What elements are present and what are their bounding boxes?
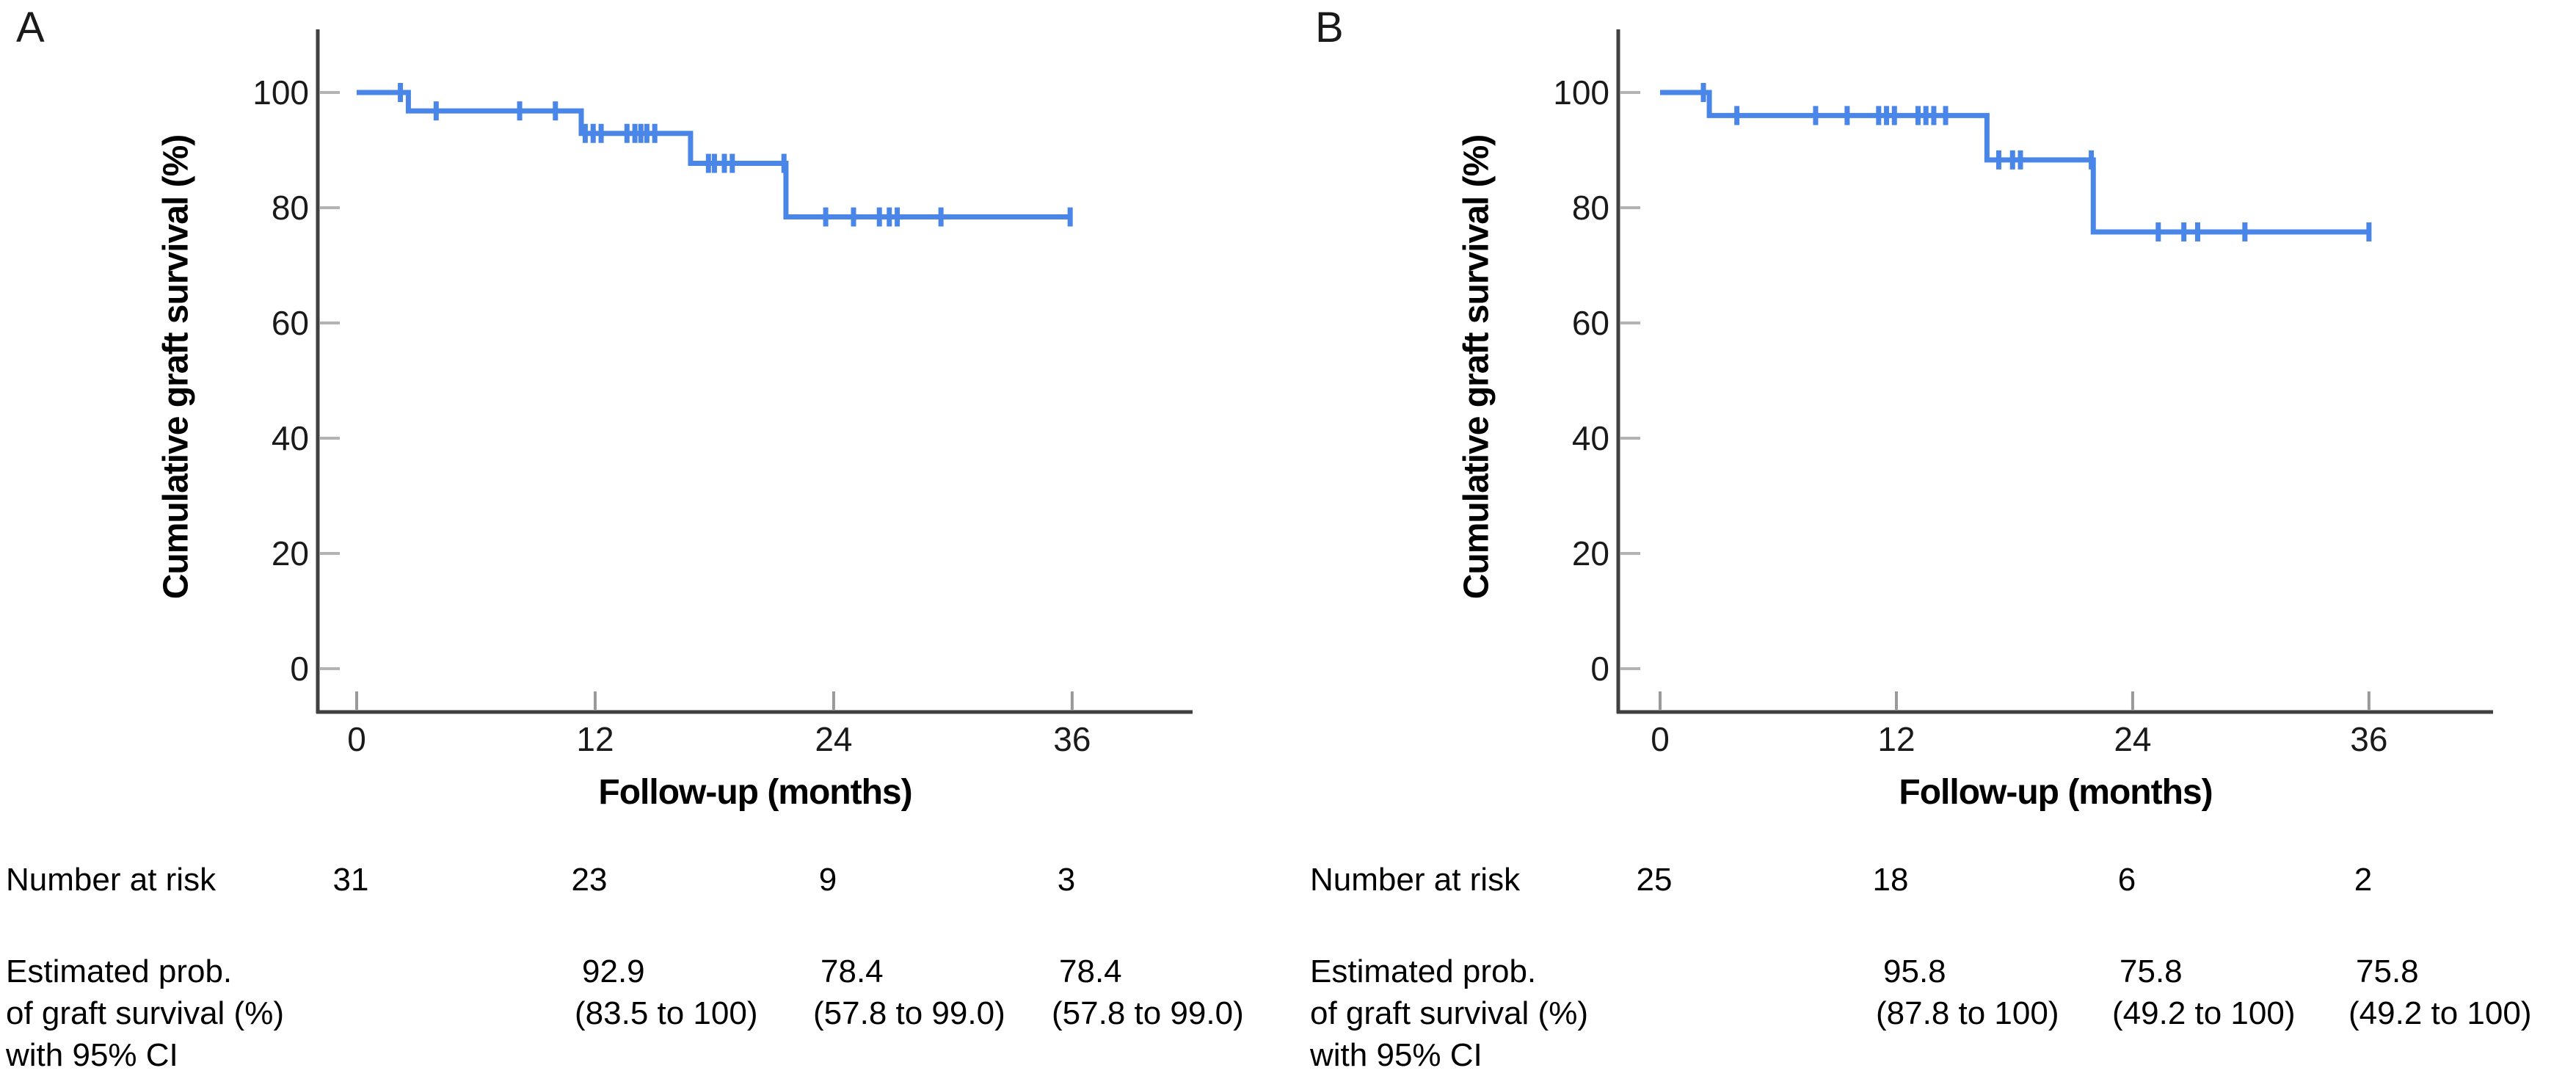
estimated-prob-column: 75.8 (49.2 to 100) [2112, 951, 2296, 1034]
number-at-risk-value: 2 [2354, 862, 2373, 898]
estimated-prob-label-line: of graft survival (%) [6, 995, 284, 1031]
y-tick-label: 20 [1572, 534, 1609, 573]
y-tick-label: 60 [272, 304, 309, 342]
y-tick-label: 60 [1572, 304, 1609, 342]
estimated-prob-value: 95.8 [1883, 953, 1946, 989]
number-at-risk-value: 9 [818, 862, 837, 898]
x-tick-label: 36 [1053, 720, 1091, 758]
x-tick-label: 24 [2114, 720, 2151, 758]
number-at-risk-value: 3 [1057, 862, 1076, 898]
x-tick-label: 36 [2350, 720, 2387, 758]
survival-curve [1660, 90, 2369, 235]
estimated-prob-value: 75.8 [2356, 953, 2419, 989]
number-at-risk-value: 23 [571, 862, 608, 898]
y-tick-label: 20 [272, 534, 309, 573]
estimated-prob-value: 78.4 [821, 953, 884, 989]
estimated-prob-label-line: Estimated prob. [6, 953, 233, 989]
estimated-prob-ci: (87.8 to 100) [1876, 995, 2059, 1031]
estimated-prob-ci: (83.5 to 100) [575, 995, 758, 1031]
number-at-risk-label: Number at risk [1310, 862, 1521, 898]
estimated-prob-label: Estimated prob. of graft survival (%) with… [6, 951, 284, 1076]
x-tick-label: 12 [1877, 720, 1915, 758]
x-tick-label: 24 [815, 720, 852, 758]
number-at-risk-value: 31 [332, 862, 369, 898]
estimated-prob-column: 95.8 (87.8 to 100) [1876, 951, 2059, 1034]
panel-letter: B [1315, 4, 1344, 51]
estimated-prob-label-line: of graft survival (%) [1310, 995, 1588, 1031]
y-tick-label: 40 [272, 419, 309, 457]
estimated-prob-column: 92.9 (83.5 to 100) [575, 951, 758, 1034]
number-at-risk-value: 18 [1872, 862, 1909, 898]
estimated-prob-column: 78.4 (57.8 to 99.0) [1052, 951, 1244, 1034]
estimated-prob-ci: (57.8 to 99.0) [1052, 995, 1244, 1031]
estimated-prob-value: 78.4 [1059, 953, 1122, 989]
x-tick-label: 0 [347, 720, 366, 758]
estimated-prob-label-line: Estimated prob. [1310, 953, 1537, 989]
panel-letter: A [16, 4, 45, 51]
y-tick-label: 100 [1553, 73, 1609, 112]
y-tick-label: 40 [1572, 419, 1609, 457]
x-tick-label: 0 [1651, 720, 1670, 758]
y-tick-label: 80 [1572, 189, 1609, 227]
estimated-prob-label: Estimated prob. of graft survival (%) with… [1310, 951, 1588, 1076]
estimated-prob-ci: (57.8 to 99.0) [813, 995, 1005, 1031]
y-axis-title: Cumulative graft survival (%) [1457, 134, 1496, 600]
estimated-prob-value: 92.9 [582, 953, 645, 989]
y-tick-label: 100 [252, 73, 309, 112]
y-tick-label: 80 [272, 189, 309, 227]
estimated-prob-label-line: with 95% CI [1310, 1037, 1482, 1073]
estimated-prob-column: 75.8 (49.2 to 100) [2348, 951, 2532, 1034]
estimated-prob-ci: (49.2 to 100) [2348, 995, 2532, 1031]
number-at-risk-value: 6 [2117, 862, 2136, 898]
estimated-prob-label-line: with 95% CI [6, 1037, 178, 1073]
y-tick-label: 0 [290, 650, 309, 688]
number-at-risk-label: Number at risk [6, 862, 217, 898]
x-tick-label: 12 [576, 720, 614, 758]
x-axis-title: Follow-up (months) [1899, 773, 2213, 812]
y-axis-title: Cumulative graft survival (%) [156, 134, 196, 600]
estimated-prob-value: 75.8 [2120, 953, 2183, 989]
y-tick-label: 0 [1590, 650, 1609, 688]
estimated-prob-column: 78.4 (57.8 to 99.0) [813, 951, 1005, 1034]
number-at-risk-value: 25 [1636, 862, 1673, 898]
estimated-prob-ci: (49.2 to 100) [2112, 995, 2296, 1031]
x-axis-title: Follow-up (months) [598, 773, 912, 812]
